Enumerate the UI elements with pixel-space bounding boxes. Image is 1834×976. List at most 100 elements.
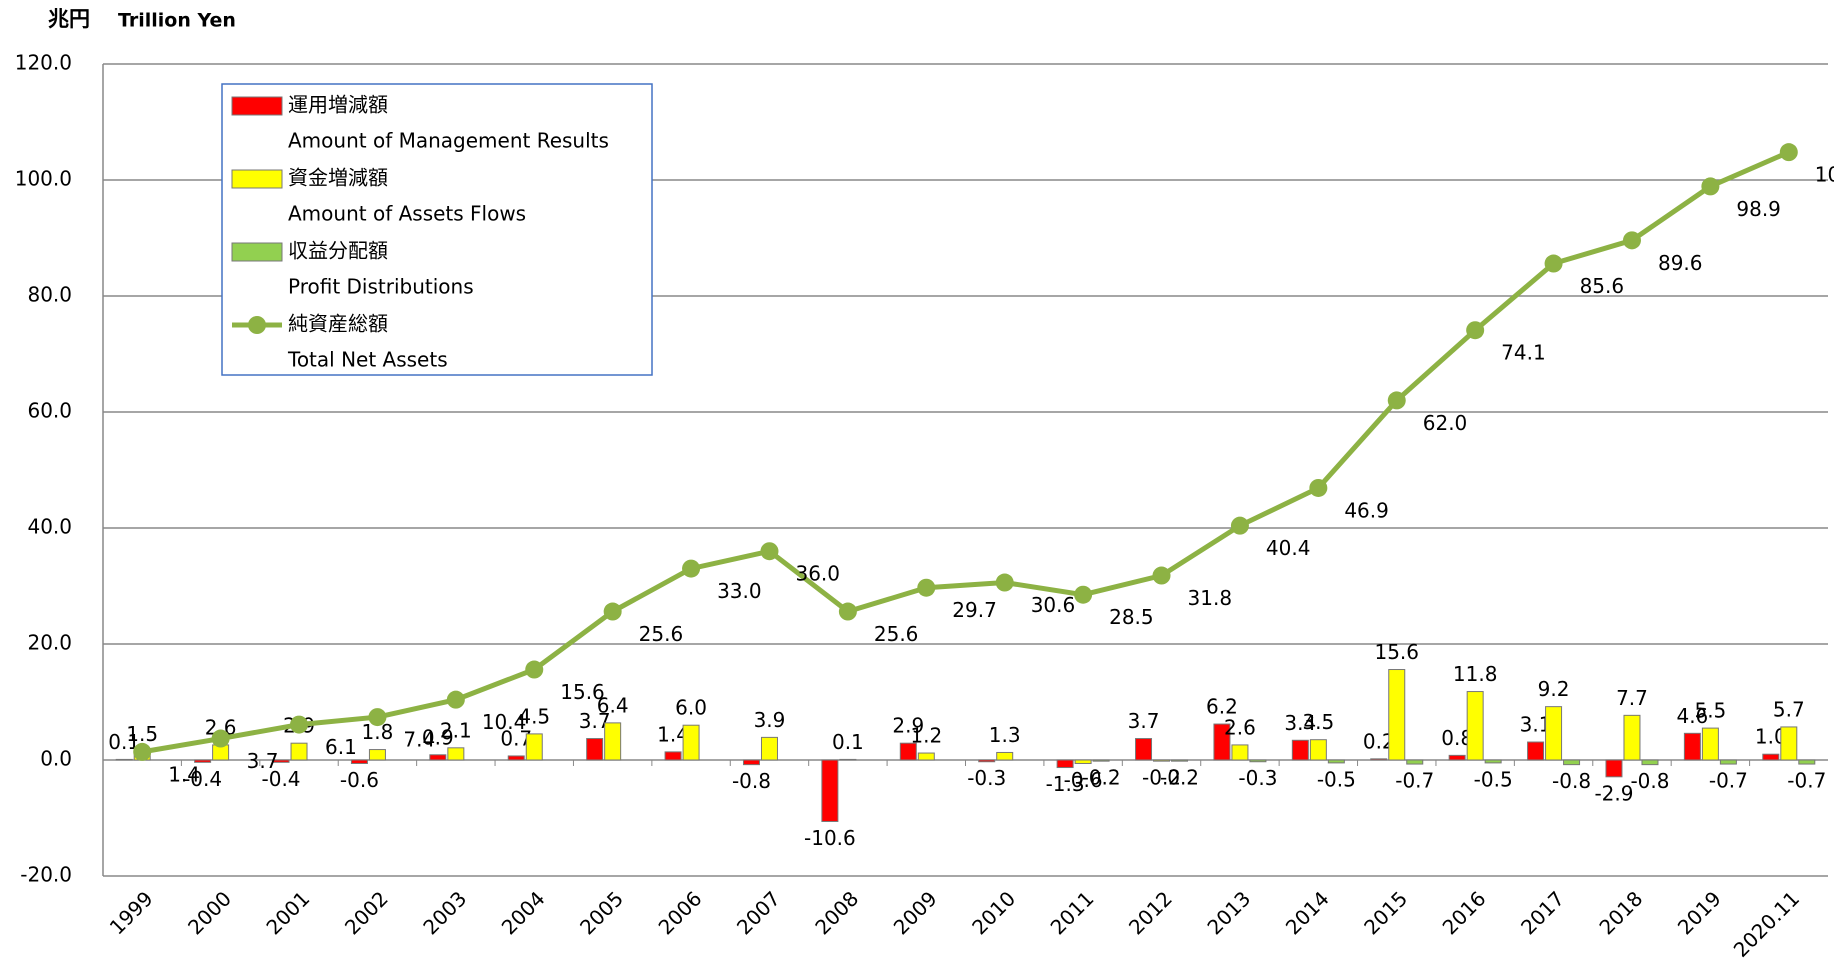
unit-en: Trillion Yen	[118, 10, 236, 32]
x-tick-label: 2008	[810, 886, 863, 939]
data-label: 1.4	[168, 762, 200, 786]
x-tick-label: 2004	[497, 886, 550, 939]
bar	[1605, 759, 1623, 778]
data-label: -0.3	[967, 766, 1006, 790]
bar	[742, 759, 760, 766]
bar	[368, 749, 386, 761]
bar	[760, 736, 778, 761]
x-tick-label: 2015	[1359, 886, 1412, 939]
bar	[1780, 726, 1798, 761]
bar	[996, 751, 1014, 761]
bar	[507, 755, 525, 761]
point	[290, 715, 309, 734]
data-label: 89.6	[1658, 251, 1703, 275]
point	[1230, 516, 1249, 535]
bar	[1641, 759, 1659, 766]
data-label: 0.1	[832, 730, 864, 754]
data-label: 3.7	[1128, 709, 1160, 733]
y-tick-label: 60.0	[27, 399, 72, 423]
legend-marker	[248, 316, 266, 334]
bar	[1249, 759, 1267, 763]
data-label: 6.2	[1206, 695, 1238, 719]
x-tick-label: 2010	[967, 886, 1020, 939]
x-tick-label: 2001	[261, 886, 314, 939]
data-label: -0.5	[1317, 767, 1356, 791]
bar	[194, 759, 212, 763]
data-label: 0.9	[422, 725, 454, 749]
data-label: 5.5	[1694, 699, 1726, 723]
bar	[429, 754, 447, 761]
x-tick-label: 2014	[1281, 886, 1334, 939]
data-label: 1.3	[989, 723, 1021, 747]
bar	[1370, 758, 1388, 761]
data-label: 25.6	[874, 622, 919, 646]
bar	[917, 752, 935, 761]
bar	[272, 759, 290, 763]
unit-ja: 兆円	[48, 7, 90, 31]
point	[760, 542, 779, 561]
bar	[1527, 741, 1545, 761]
data-label: 85.6	[1580, 274, 1625, 298]
legend-swatch	[231, 96, 283, 116]
data-label: 29.7	[952, 598, 997, 622]
data-label: -0.8	[732, 769, 771, 793]
data-label: 4.6	[1676, 704, 1708, 728]
bar	[290, 742, 308, 761]
x-tick-label: 2012	[1124, 886, 1177, 939]
point	[1779, 143, 1798, 162]
data-label: -0.5	[1474, 767, 1513, 791]
y-tick-label: 0.0	[40, 747, 72, 771]
data-label: 46.9	[1344, 498, 1389, 522]
bar	[682, 724, 700, 761]
y-tick-label: 100.0	[15, 167, 72, 191]
data-label: 25.6	[639, 622, 684, 646]
data-label: 6.4	[597, 693, 629, 717]
bar	[1291, 739, 1309, 761]
data-label: 74.1	[1501, 341, 1546, 365]
y-tick-label: 80.0	[27, 283, 72, 307]
x-tick-label: 2017	[1516, 886, 1569, 939]
data-label: -0.4	[262, 767, 301, 791]
data-label: 3.7	[247, 749, 279, 773]
y-tick-label: 40.0	[27, 515, 72, 539]
bar	[1135, 738, 1153, 761]
data-label: 15.6	[1374, 640, 1419, 664]
data-label: 5.7	[1773, 697, 1805, 721]
bar	[978, 759, 996, 763]
data-label: 2.1	[440, 718, 472, 742]
legend-label: 純資産総額	[288, 312, 388, 336]
bar	[447, 747, 465, 761]
bar	[525, 733, 543, 761]
data-label: 28.5	[1109, 605, 1154, 629]
data-label: 36.0	[795, 562, 840, 586]
data-label: 4.5	[518, 704, 550, 728]
point	[1701, 177, 1720, 196]
point	[838, 602, 857, 621]
point	[133, 742, 152, 761]
point	[995, 573, 1014, 592]
bar	[821, 759, 839, 822]
bar	[1448, 754, 1466, 761]
point	[525, 660, 544, 679]
legend-label: 資金増減額	[288, 166, 388, 190]
bar	[1231, 744, 1249, 761]
legend-box	[221, 83, 653, 376]
point	[446, 690, 465, 709]
data-label: -1.3	[1046, 772, 1085, 796]
point	[1074, 585, 1093, 604]
bar	[1683, 732, 1701, 761]
data-label: 3.5	[1302, 710, 1334, 734]
bar	[1701, 727, 1719, 761]
x-tick-label: 2002	[340, 886, 393, 939]
point	[1387, 391, 1406, 410]
data-label: -0.7	[1709, 769, 1748, 793]
legend-swatch	[231, 169, 283, 189]
x-tick-label: 2011	[1046, 886, 1099, 939]
data-label: -0.7	[1395, 769, 1434, 793]
x-tick-label: 2016	[1438, 886, 1491, 939]
bar	[1388, 669, 1406, 761]
data-label: 1.5	[126, 722, 158, 746]
data-label: -0.2	[1160, 766, 1199, 790]
data-label: 31.8	[1188, 586, 1233, 610]
x-tick-label: 2003	[418, 886, 471, 939]
